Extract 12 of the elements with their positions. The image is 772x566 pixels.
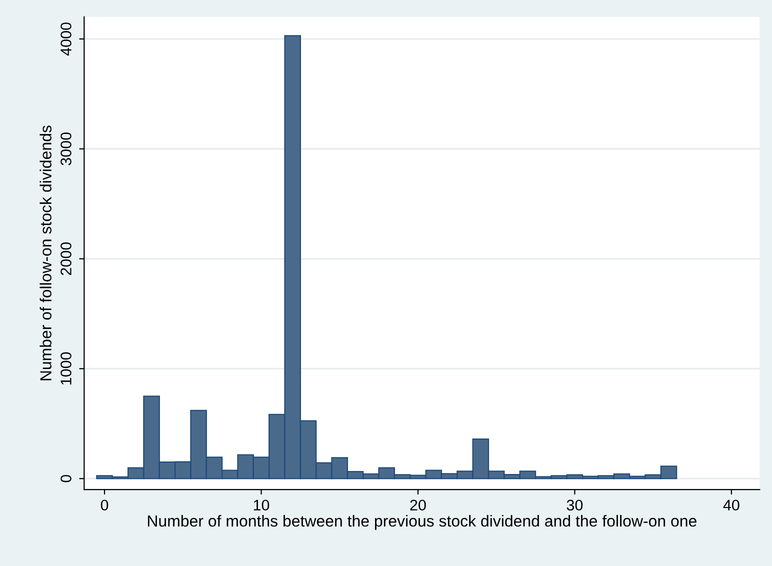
x-tick-label: 30 bbox=[566, 500, 583, 511]
x-tick-label: 10 bbox=[254, 500, 270, 511]
x-tick-label: 0 bbox=[100, 500, 108, 511]
x-tick-label: 20 bbox=[410, 500, 426, 511]
y-tick-label: 4000 bbox=[60, 22, 72, 56]
y-tick-label: 1000 bbox=[60, 352, 72, 385]
y-tick-label: 2000 bbox=[60, 242, 72, 276]
x-tick-label: 40 bbox=[723, 500, 740, 511]
x-axis-title: Number of months between the previous stock dividend and the follow-on one bbox=[148, 514, 696, 530]
y-axis-title: Number of follow-on stock dividends bbox=[40, 126, 52, 380]
y-tick-label: 0 bbox=[60, 474, 72, 482]
y-tick-label: 3000 bbox=[60, 132, 72, 166]
